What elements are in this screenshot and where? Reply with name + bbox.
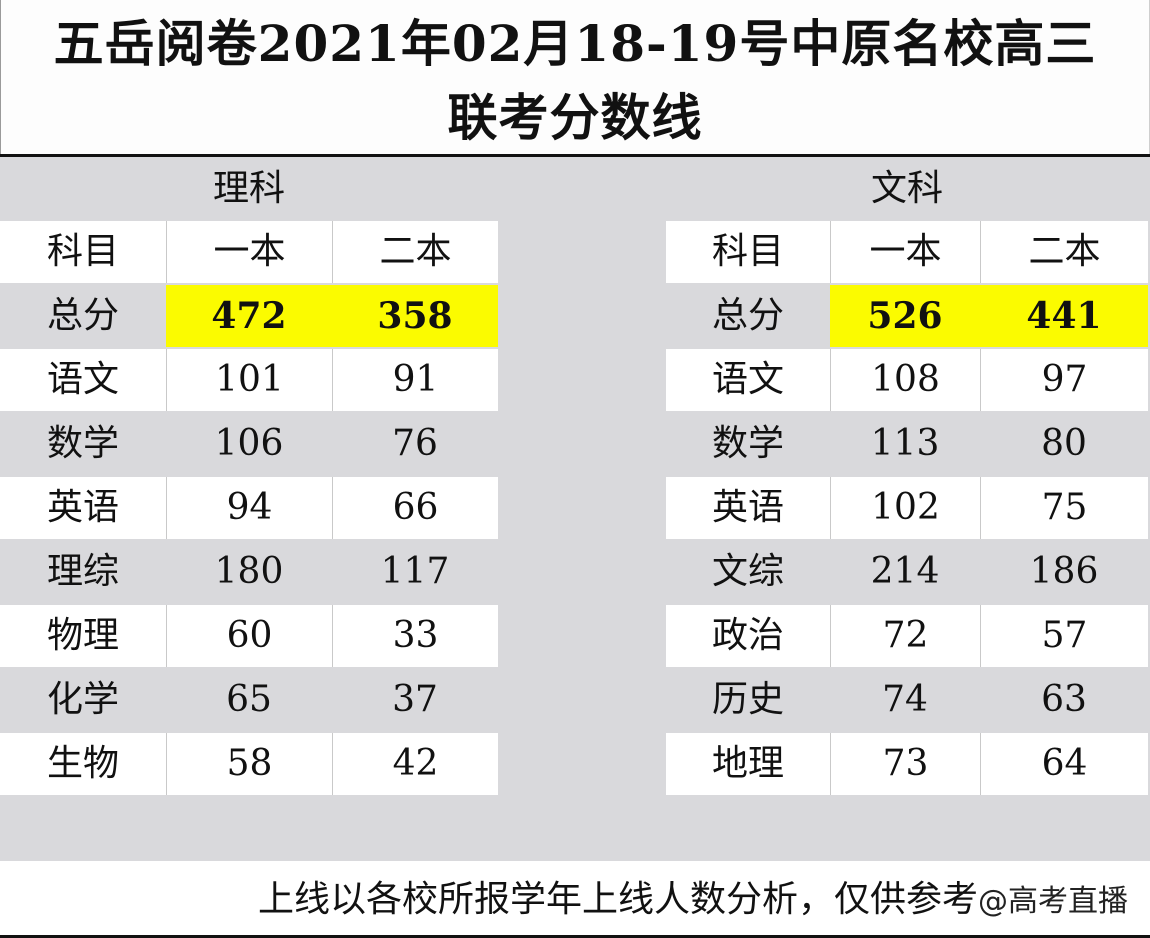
tier1-cell: 72 [830,605,980,667]
table-row: 数学 113 80 [666,413,1148,477]
tier1-cell: 74 [882,679,928,720]
tier1-cell: 73 [830,733,980,795]
footer-note-line: 上线以各校所报学年上线人数分析，仅供参考@高考直播 [258,871,1128,931]
table-row: 文综 214 186 [666,541,1148,605]
header-tier1: 一本 [166,221,332,283]
subject-cell: 英语 [666,477,830,539]
table-header-row: 科目 一本 二本 [0,221,498,285]
table-row: 地理 73 64 [666,733,1148,797]
tier1-cell: 65 [226,679,272,720]
footer: 上线以各校所报学年上线人数分析，仅供参考@高考直播 [0,861,1150,938]
subject-cell: 地理 [666,733,830,795]
subject-cell: 总分 [46,295,119,336]
tier2-cell: 64 [980,733,1148,795]
science-section-label: 理科 [212,168,285,209]
table-header-row: 科目 一本 二本 [666,221,1148,285]
tier2-cell: 358 [332,285,498,347]
subject-cell: 语文 [0,349,166,411]
header-subject: 科目 [666,221,830,283]
tier2-cell: 33 [332,605,498,667]
subject-cell: 政治 [666,605,830,667]
subject-cell: 生物 [0,733,166,795]
table-row: 英语 94 66 [0,477,498,541]
table-row: 政治 72 57 [666,605,1148,669]
tier2-cell: 42 [332,733,498,795]
footer-divider [0,935,1150,938]
subject-cell: 数学 [711,423,784,464]
subject-cell: 英语 [0,477,166,539]
tier2-cell: 66 [332,477,498,539]
table-row: 历史 74 63 [666,669,1148,733]
page-title-line-2: 联考分数线 [447,88,703,147]
header-subject: 科目 [0,221,166,283]
tier1-cell: 526 [830,285,980,347]
watermark: @高考直播 [978,884,1128,919]
tier1-cell: 180 [214,551,284,592]
subject-cell: 化学 [46,679,119,720]
tier1-cell: 472 [166,285,332,347]
liberal-arts-section-label: 文科 [870,168,943,209]
tier2-cell: 117 [380,551,450,592]
subject-cell: 文综 [711,551,784,592]
subject-cell: 数学 [46,423,119,464]
tier1-cell: 94 [166,477,332,539]
header-tier2: 二本 [980,221,1148,283]
table-row: 语文 108 97 [666,349,1148,413]
subject-cell: 历史 [711,679,784,720]
subject-cell: 总分 [711,295,784,336]
tier1-cell: 108 [830,349,980,411]
tier2-cell: 80 [1041,423,1087,464]
tier2-cell: 57 [980,605,1148,667]
title-block: 五岳阅卷2021年02月18-19号中原名校高三 联考分数线 [0,0,1150,154]
tier1-cell: 60 [166,605,332,667]
table-row: 化学 65 37 [0,669,498,733]
tier2-cell: 91 [332,349,498,411]
tier1-cell: 106 [214,423,284,464]
tier2-cell: 186 [1029,551,1099,592]
tier1-cell: 101 [166,349,332,411]
tier1-cell: 102 [830,477,980,539]
tier2-cell: 441 [980,285,1148,347]
tier2-cell: 76 [392,423,438,464]
tier2-cell: 97 [980,349,1148,411]
subject-cell: 理综 [46,551,119,592]
table-row: 生物 58 42 [0,733,498,797]
title-divider [0,154,1150,157]
table-row: 数学 106 76 [0,413,498,477]
tier2-cell: 37 [392,679,438,720]
table-row: 英语 102 75 [666,477,1148,541]
tier1-cell: 214 [870,551,940,592]
table-row-total: 总分 526 441 [666,285,1148,349]
table-row-total: 总分 472 358 [0,285,498,349]
tier1-cell: 58 [166,733,332,795]
header-tier1: 一本 [830,221,980,283]
table-row: 理综 180 117 [0,541,498,605]
tier2-cell: 75 [980,477,1148,539]
table-row: 语文 101 91 [0,349,498,413]
page-title-line-1: 五岳阅卷2021年02月18-19号中原名校高三 [53,14,1097,73]
tier1-cell: 113 [870,423,940,464]
tier2-cell: 63 [1041,679,1087,720]
footer-note: 上线以各校所报学年上线人数分析，仅供参考 [257,879,978,920]
header-tier2: 二本 [332,221,498,283]
subject-cell: 物理 [0,605,166,667]
table-row: 物理 60 33 [0,605,498,669]
subject-cell: 语文 [666,349,830,411]
